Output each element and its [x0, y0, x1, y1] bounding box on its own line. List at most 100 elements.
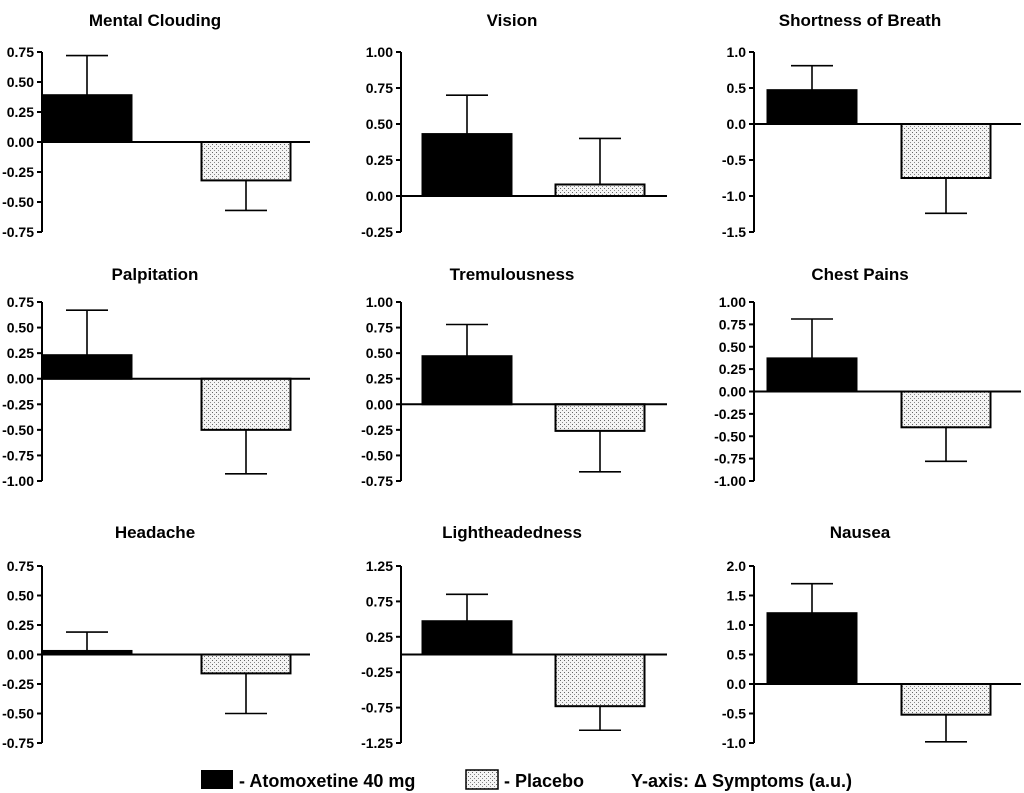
bar-atomoxetine [421, 133, 513, 197]
y-tick-label: 0.25 [7, 345, 34, 361]
y-tick-label: 1.0 [727, 617, 747, 633]
y-tick-label: 0.75 [7, 44, 34, 60]
panel-title: Nausea [830, 523, 891, 542]
y-tick-label: 0.25 [7, 104, 34, 120]
bar-atomoxetine [766, 357, 858, 393]
panel-title: Mental Clouding [89, 11, 221, 30]
y-tick-label: -1.00 [714, 473, 746, 489]
panel-palpitation: Palpitation 0.75 0.50 0.25 0.00 -0.25 -0.50 -0.… [2, 265, 310, 489]
bar-atomoxetine [766, 612, 858, 686]
y-tick-label: 0.75 [366, 320, 393, 336]
y-tick-label: -0.50 [2, 422, 34, 438]
legend-placebo-label: - Placebo [504, 771, 584, 791]
bar-placebo [900, 123, 992, 179]
y-tick-label: -0.25 [361, 224, 393, 240]
legend-yaxis-label: Y-axis: Δ Symptoms (a.u.) [631, 771, 852, 791]
bar-placebo [554, 653, 646, 708]
bar-atomoxetine [766, 89, 858, 126]
y-tick-label: 0.75 [366, 593, 393, 609]
y-tick-label: -0.75 [2, 224, 34, 240]
panel-tremulousness: Tremulousness 1.00 0.75 0.50 0.25 0.00 -0.25 -0… [361, 265, 667, 489]
y-tick-label: 0.75 [366, 80, 393, 96]
y-tick-label: 0.25 [7, 617, 34, 633]
panel-nausea: Nausea 2.0 1.5 1.0 0.5 0.0 -0.5 -1.0 [722, 523, 1021, 751]
bar-placebo [900, 390, 992, 429]
y-tick-label: -1.5 [722, 224, 746, 240]
panel-title: Chest Pains [811, 265, 908, 284]
y-tick-label: 0.50 [7, 320, 34, 336]
bar-atomoxetine [41, 354, 133, 380]
y-tick-label: -0.50 [2, 194, 34, 210]
y-tick-label: 0.00 [366, 396, 393, 412]
panel-title: Tremulousness [450, 265, 575, 284]
panel-title: Headache [115, 523, 195, 542]
panel-headache: Headache 0.75 0.50 0.25 0.00 -0.25 -0.50 -0.75 [2, 523, 310, 751]
y-tick-label: 0.75 [719, 316, 746, 332]
y-tick-label: 1.5 [727, 588, 747, 604]
y-tick-label: 1.00 [366, 44, 393, 60]
y-tick-label: 0.50 [366, 116, 393, 132]
y-tick-label: 0.25 [366, 371, 393, 387]
y-tick-label: -0.75 [2, 735, 34, 751]
panel-shortness-of-breath: Shortness of Breath 1.0 0.5 0.0 -0.5 -1.0 -1.5 [722, 11, 1021, 240]
y-tick-label: -1.00 [2, 473, 34, 489]
y-tick-label: -1.0 [722, 188, 746, 204]
panel-title: Vision [487, 11, 538, 30]
y-tick-label: 0.00 [7, 647, 34, 663]
bar-placebo [200, 377, 292, 431]
y-tick-label: -0.75 [361, 473, 393, 489]
bar-placebo [200, 141, 292, 182]
legend-atomoxetine-label: - Atomoxetine 40 mg [239, 771, 415, 791]
y-tick-label: 0.50 [7, 588, 34, 604]
y-tick-label: 2.0 [727, 558, 747, 574]
y-tick-label: 0.25 [366, 152, 393, 168]
y-tick-label: -0.50 [361, 447, 393, 463]
y-tick-label: -0.25 [2, 164, 34, 180]
y-tick-label: -0.25 [361, 422, 393, 438]
y-tick-label: 0.0 [727, 676, 747, 692]
legend: - Atomoxetine 40 mg - Placebo Y-axis: Δ … [201, 769, 852, 791]
y-tick-label: 0.00 [7, 371, 34, 387]
panel-title: Palpitation [112, 265, 199, 284]
bar-atomoxetine [421, 620, 513, 656]
y-tick-label: 0.50 [719, 339, 746, 355]
y-tick-label: 0.5 [727, 80, 747, 96]
y-tick-label: -0.75 [2, 447, 34, 463]
y-tick-label: -1.0 [722, 735, 746, 751]
y-tick-label: -0.25 [714, 406, 746, 422]
y-tick-label: 1.00 [366, 294, 393, 310]
y-tick-label: 0.25 [719, 361, 746, 377]
y-tick-label: 0.00 [7, 134, 34, 150]
y-tick-label: -0.5 [722, 152, 746, 168]
panel-title: Shortness of Breath [779, 11, 941, 30]
y-tick-label: -0.25 [361, 664, 393, 680]
y-tick-label: -0.25 [2, 396, 34, 412]
y-tick-label: 0.0 [727, 116, 747, 132]
legend-atomoxetine-swatch [201, 770, 233, 789]
bar-atomoxetine [421, 355, 513, 406]
panel-lightheadedness: Lightheadedness 1.25 0.75 0.25 -0.25 -0.75 -1.… [361, 523, 667, 751]
y-tick-label: -0.50 [2, 706, 34, 722]
y-tick-label: 0.50 [7, 74, 34, 90]
panel-vision: Vision 1.00 0.75 0.50 0.25 0.00 -0.25 [361, 11, 667, 240]
y-tick-label: 0.50 [366, 345, 393, 361]
y-tick-label: 1.00 [719, 294, 746, 310]
y-tick-label: -0.5 [722, 706, 746, 722]
bar-placebo [900, 683, 992, 716]
y-tick-label: 0.00 [719, 384, 746, 400]
y-tick-label: -0.75 [361, 700, 393, 716]
y-tick-label: -0.50 [714, 428, 746, 444]
panel-chest-pains: Chest Pains 1.00 0.75 0.50 0.25 0.00 -0.25 -0.5… [714, 265, 1021, 489]
y-tick-label: -0.75 [714, 451, 746, 467]
y-tick-label: 0.25 [366, 629, 393, 645]
y-tick-label: 0.75 [7, 294, 34, 310]
legend-placebo-swatch [465, 769, 499, 790]
y-tick-label: 1.25 [366, 558, 393, 574]
panel-title: Lightheadedness [442, 523, 582, 542]
y-tick-label: -1.25 [361, 735, 393, 751]
bar-atomoxetine [41, 94, 133, 143]
panel-mental-clouding: Mental Clouding 0.75 0.50 0.25 0.00 -0.25 -0.5… [2, 11, 310, 240]
bar-placebo [554, 403, 646, 432]
y-tick-label: -0.25 [2, 676, 34, 692]
